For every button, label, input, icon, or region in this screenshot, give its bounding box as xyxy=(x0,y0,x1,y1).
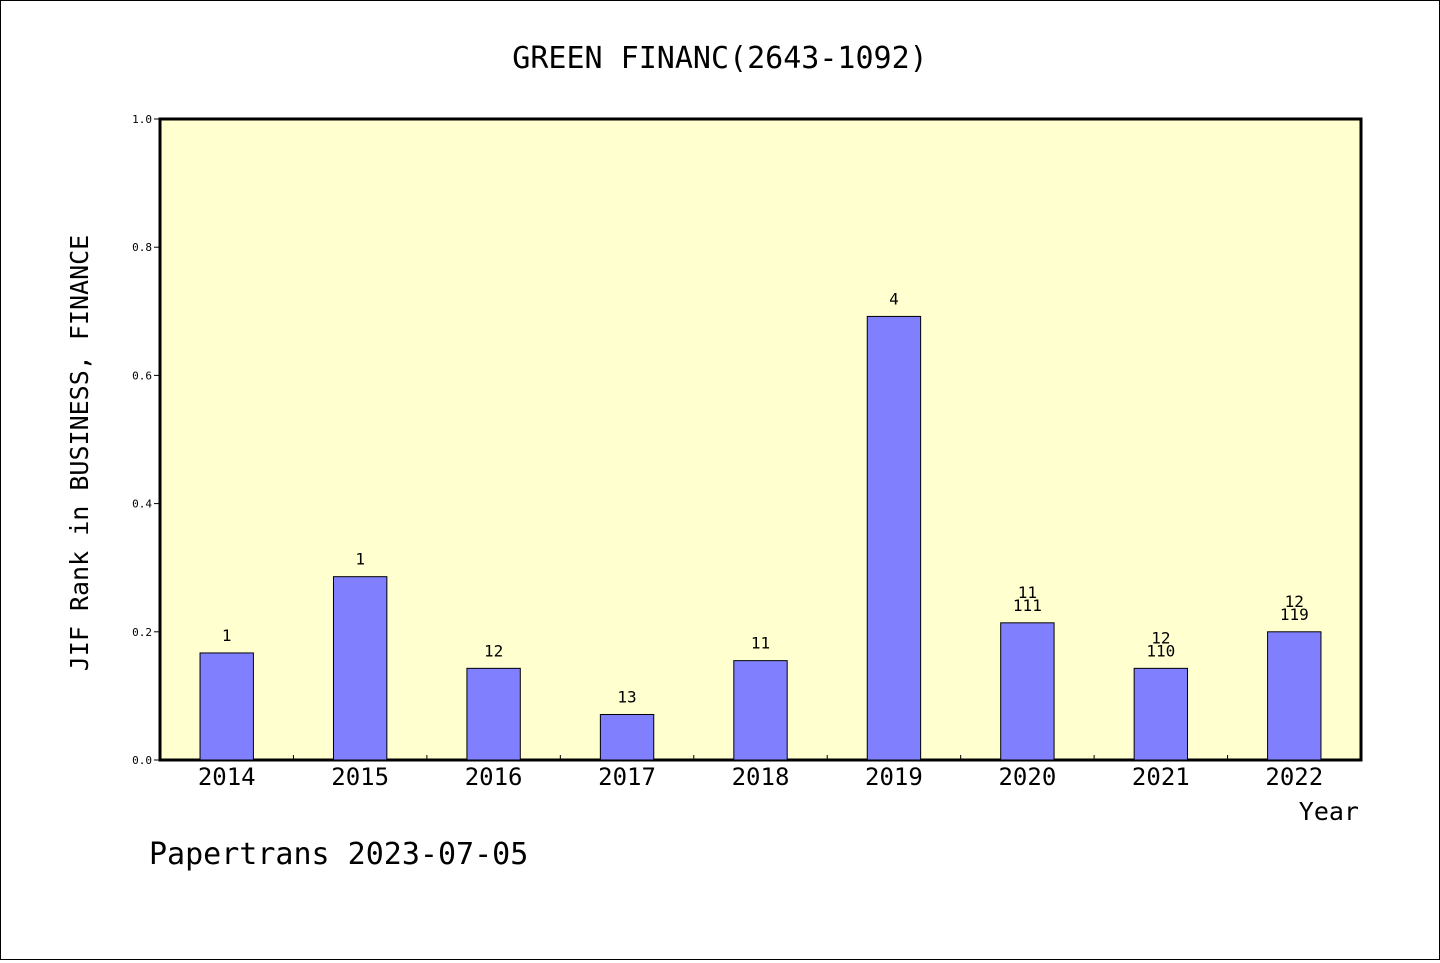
y-tick-label: 0.6 xyxy=(132,369,152,382)
bars xyxy=(199,315,1322,761)
y-axis-title: JIF Rank in BUSINESS, FINANCE xyxy=(65,235,94,672)
y-tick-label: 1.0 xyxy=(132,113,152,126)
y-tick-label: 0.4 xyxy=(132,498,152,511)
x-tick-label: 2016 xyxy=(465,763,523,791)
bar-value-label: 11 xyxy=(751,634,770,653)
chart-title: GREEN FINANC(2643-1092) xyxy=(512,41,927,76)
x-tick-label: 2021 xyxy=(1132,763,1190,791)
bar-value-label: 13 xyxy=(617,687,636,706)
x-tick-label: 2015 xyxy=(331,763,389,791)
bar-value-label: 110 xyxy=(1146,641,1175,660)
bar xyxy=(866,315,922,761)
bar xyxy=(1000,622,1055,761)
bar xyxy=(199,652,254,761)
x-tick-label: 2014 xyxy=(198,763,256,791)
bar xyxy=(466,667,521,761)
x-tick-label: 2018 xyxy=(732,763,790,791)
bar-value-label: 1 xyxy=(355,550,365,569)
bar-value-label: 4 xyxy=(889,289,899,308)
x-tick-label: 2019 xyxy=(865,763,923,791)
y-tick-label: 0.0 xyxy=(132,754,152,767)
bar xyxy=(332,576,388,761)
x-tick-label: 2020 xyxy=(998,763,1056,791)
x-axis-title: Year xyxy=(1299,797,1359,826)
bar xyxy=(1267,631,1322,761)
y-axis: 0.0 0.2 0.4 0.6 0.8 1.0 xyxy=(132,113,160,767)
bar-value-label: 1 xyxy=(222,626,232,645)
y-tick-label: 0.2 xyxy=(132,626,152,639)
bar-value-label: 119 xyxy=(1280,605,1309,624)
bar xyxy=(733,660,788,761)
x-tick-label: 2017 xyxy=(598,763,656,791)
x-axis: 2014 2015 2016 2017 2018 2019 2020 2021 2022 xyxy=(198,755,1323,791)
bar-value-label: 12 xyxy=(484,641,503,660)
bar xyxy=(599,713,655,761)
bar-value-label: 11 xyxy=(1018,583,1037,602)
bar-value-label: 12 xyxy=(1151,628,1170,647)
bar-value-label: 111 xyxy=(1013,596,1042,615)
footer-text: Papertrans 2023-07-05 xyxy=(149,837,528,872)
x-tick-label: 2022 xyxy=(1265,763,1323,791)
bar xyxy=(1133,667,1189,761)
bar-value-label: 12 xyxy=(1285,592,1304,611)
y-tick-label: 0.8 xyxy=(132,241,152,254)
